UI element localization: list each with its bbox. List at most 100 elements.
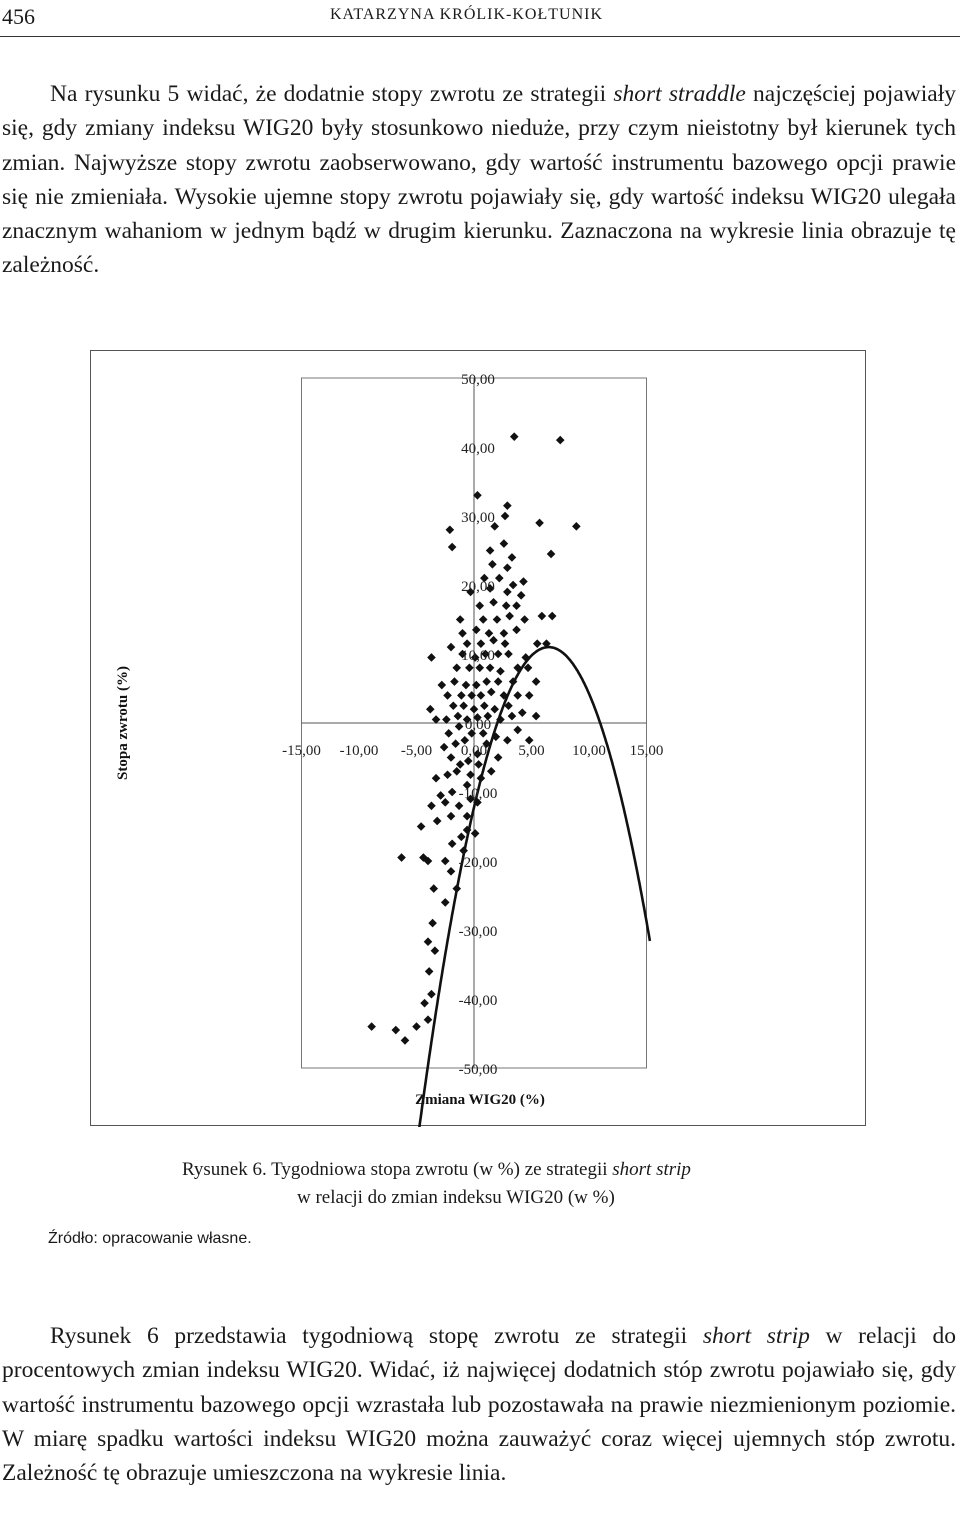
- data-point: [467, 729, 476, 738]
- data-point: [478, 729, 488, 738]
- data-point: [428, 918, 437, 928]
- x-tick-label: -15,00: [282, 743, 321, 759]
- data-point: [508, 580, 518, 590]
- data-point: [427, 653, 436, 662]
- x-tick-label: 15,00: [630, 743, 664, 759]
- data-point: [465, 663, 474, 673]
- data-point: [496, 715, 505, 724]
- data-point: [430, 946, 440, 955]
- y-tick-label: -20,00: [459, 855, 498, 871]
- data-point: [455, 760, 465, 769]
- data-point: [427, 801, 436, 811]
- data-point: [499, 539, 509, 548]
- data-point: [444, 729, 453, 738]
- data-point: [400, 1036, 410, 1045]
- data-point: [513, 691, 522, 700]
- data-point: [447, 542, 457, 552]
- para1-segment: Na rysunku 5 widać, że dodatnie stopy zw…: [50, 81, 614, 107]
- y-tick-label: -10,00: [459, 786, 498, 802]
- figure-source: Źródło: opracowanie własne.: [48, 1230, 252, 1247]
- data-point: [503, 501, 512, 510]
- data-point: [505, 611, 514, 621]
- data-point: [454, 801, 464, 811]
- y-tick-label: 50,00: [461, 372, 495, 388]
- data-point: [452, 663, 462, 673]
- data-point: [446, 811, 456, 821]
- y-tick-label: 10,00: [461, 648, 495, 664]
- data-point: [524, 735, 534, 745]
- data-point: [452, 884, 462, 893]
- data-point: [476, 639, 486, 648]
- data-point: [462, 780, 472, 790]
- data-point: [473, 713, 482, 722]
- data-point: [447, 839, 457, 849]
- data-point: [473, 749, 482, 759]
- data-point: [512, 625, 521, 635]
- data-point: [475, 663, 485, 673]
- para1-segment: short straddle: [613, 81, 746, 107]
- x-tick-label: -5,00: [401, 743, 432, 759]
- data-point: [501, 601, 511, 610]
- chart-frame: -15,00 -10,00 -5,00 0,00 5,00 10,00 15,00 50,00…: [90, 350, 866, 1127]
- data-point: [455, 615, 465, 624]
- data-point: [472, 680, 481, 690]
- x-tick-label: 10,00: [572, 743, 606, 759]
- figure-caption: Rysunek 6. Tygodniowa stopa zwrotu (w %)…: [182, 1156, 691, 1212]
- data-point: [470, 653, 480, 662]
- y-tick-label: -50,00: [459, 1062, 498, 1078]
- data-point: [503, 563, 512, 573]
- para1-segment: najczęściej pojawiały się, gdy zmiany in…: [2, 81, 956, 279]
- data-point: [459, 701, 468, 711]
- data-point: [572, 522, 581, 531]
- data-point: [429, 884, 439, 893]
- para2-segment: Rysunek 6 przedstawia tygodniową stopę z…: [50, 1323, 703, 1349]
- data-point: [535, 518, 544, 528]
- data-point: [513, 725, 522, 735]
- data-point: [531, 711, 541, 721]
- data-point: [485, 546, 495, 555]
- data-point: [462, 825, 472, 835]
- data-point: [446, 753, 456, 762]
- data-point: [442, 715, 451, 724]
- data-point: [523, 663, 533, 673]
- data-point: [518, 708, 527, 717]
- data-point: [483, 711, 493, 721]
- data-point: [431, 715, 441, 724]
- data-point: [440, 898, 450, 907]
- data-point: [495, 573, 504, 583]
- data-point: [457, 832, 466, 842]
- data-point: [446, 867, 456, 876]
- data-point: [485, 663, 495, 673]
- y-tick-label: 20,00: [461, 579, 495, 595]
- data-point: [445, 525, 455, 535]
- data-point: [507, 553, 517, 562]
- data-point: [436, 791, 445, 800]
- data-point: [499, 629, 509, 638]
- data-point: [446, 642, 456, 652]
- data-point: [503, 735, 512, 745]
- data-point: [424, 967, 434, 976]
- data-point: [472, 625, 481, 635]
- data-point: [453, 711, 463, 721]
- data-point: [431, 773, 441, 783]
- data-point: [485, 584, 495, 593]
- data-point: [496, 666, 505, 676]
- data-point: [459, 846, 468, 855]
- data-point: [493, 649, 503, 659]
- x-tick-label: 5,00: [518, 743, 544, 759]
- data-point: [516, 591, 526, 600]
- data-point: [478, 615, 488, 624]
- data-point: [537, 611, 547, 621]
- data-point: [458, 629, 467, 638]
- y-tick-label: 30,00: [461, 510, 495, 526]
- data-point: [440, 856, 450, 866]
- data-point: [520, 615, 529, 624]
- data-point: [486, 687, 496, 697]
- data-point: [432, 816, 442, 826]
- y-axis-title: Stopa zwrotu (%): [115, 666, 131, 780]
- data-point: [466, 587, 475, 597]
- data-point: [443, 770, 452, 780]
- data-point: [493, 677, 503, 686]
- data-point: [437, 680, 447, 690]
- data-point: [480, 573, 489, 583]
